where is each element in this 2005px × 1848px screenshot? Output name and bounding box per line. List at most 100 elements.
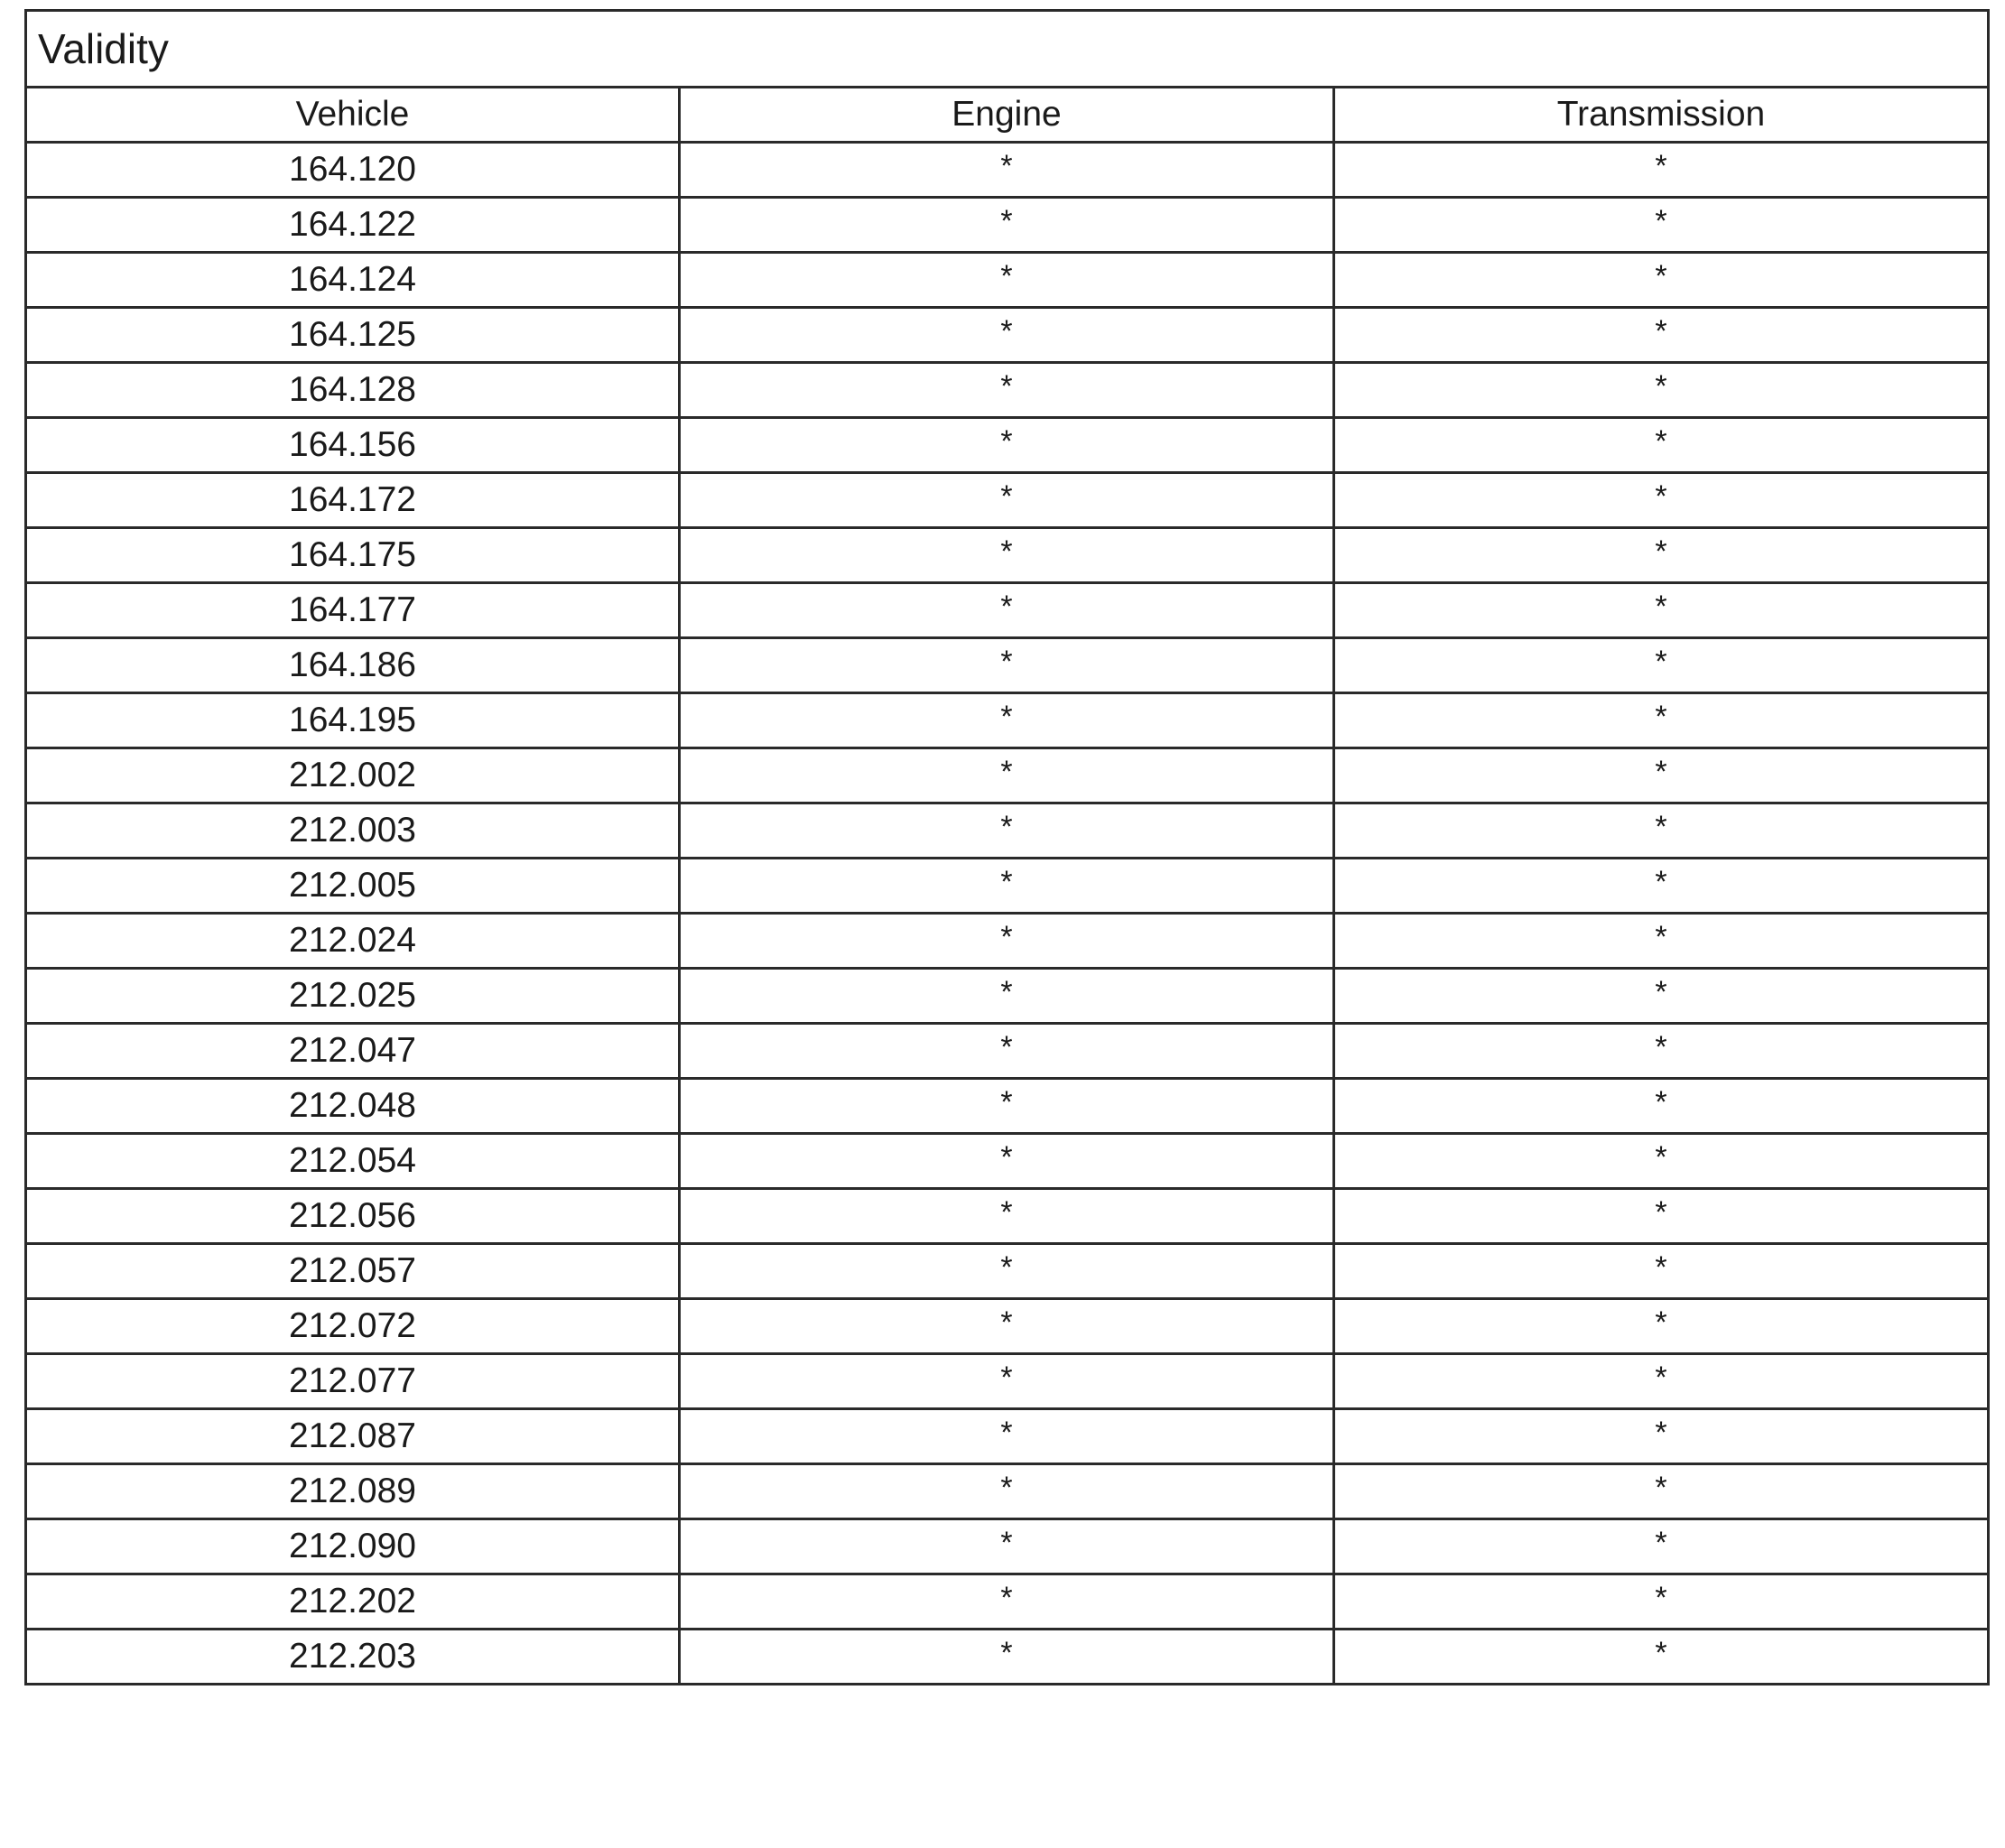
table-row: 164.175 * * [24, 526, 1991, 584]
engine-cell: * [678, 361, 1335, 419]
table-row: 164.125 * * [24, 306, 1991, 364]
engine-cell: * [678, 857, 1335, 915]
engine-cell: * [678, 306, 1335, 364]
table-row: 212.089 * * [24, 1463, 1991, 1520]
vehicle-cell: 164.128 [24, 361, 681, 419]
table-row: 164.156 * * [24, 416, 1991, 474]
table-row: 212.056 * * [24, 1187, 1991, 1245]
engine-cell: * [678, 1463, 1335, 1520]
table-row: 164.177 * * [24, 581, 1991, 639]
vehicle-cell: 212.202 [24, 1573, 681, 1630]
transmission-cell: * [1332, 1297, 1991, 1355]
engine-cell: * [678, 967, 1335, 1025]
table-title: Validity [23, 9, 1991, 88]
engine-cell: * [678, 1352, 1335, 1410]
vehicle-cell: 212.002 [24, 747, 681, 804]
table-row: 212.002 * * [24, 747, 1991, 804]
engine-cell: * [678, 196, 1335, 254]
table-row: 212.072 * * [24, 1297, 1991, 1355]
transmission-cell: * [1332, 526, 1991, 584]
validity-table: Validity Vehicle Engine Transmission 164… [23, 9, 1991, 1685]
engine-cell: * [678, 1187, 1335, 1245]
table-row: 212.025 * * [24, 967, 1991, 1025]
transmission-cell: * [1332, 692, 1991, 749]
table-row: 212.077 * * [24, 1352, 1991, 1410]
table-row: 164.186 * * [24, 636, 1991, 694]
transmission-cell: * [1332, 1132, 1991, 1190]
table-row: 212.057 * * [24, 1242, 1991, 1300]
transmission-cell: * [1332, 1022, 1991, 1080]
transmission-cell: * [1332, 416, 1991, 474]
table-row: 212.024 * * [24, 912, 1991, 970]
table-row: 164.124 * * [24, 251, 1991, 309]
vehicle-cell: 212.054 [24, 1132, 681, 1190]
vehicle-cell: 212.025 [24, 967, 681, 1025]
engine-cell: * [678, 1573, 1335, 1630]
engine-cell: * [678, 692, 1335, 749]
vehicle-cell: 164.156 [24, 416, 681, 474]
vehicle-cell: 164.124 [24, 251, 681, 309]
vehicle-cell: 212.048 [24, 1077, 681, 1135]
engine-cell: * [678, 251, 1335, 309]
header-row: Vehicle Engine Transmission [24, 86, 1991, 144]
vehicle-cell: 212.005 [24, 857, 681, 915]
engine-cell: * [678, 802, 1335, 859]
table-row: 212.090 * * [24, 1518, 1991, 1575]
engine-cell: * [678, 636, 1335, 694]
transmission-cell: * [1332, 306, 1991, 364]
transmission-cell: * [1332, 581, 1991, 639]
transmission-cell: * [1332, 967, 1991, 1025]
table-row: 212.047 * * [24, 1022, 1991, 1080]
vehicle-cell: 212.090 [24, 1518, 681, 1575]
vehicle-cell: 212.003 [24, 802, 681, 859]
table-row: 164.120 * * [24, 141, 1991, 199]
transmission-cell: * [1332, 1518, 1991, 1575]
engine-cell: * [678, 1077, 1335, 1135]
vehicle-cell: 164.120 [24, 141, 681, 199]
engine-cell: * [678, 471, 1335, 529]
transmission-cell: * [1332, 636, 1991, 694]
table-row: 164.128 * * [24, 361, 1991, 419]
table-row: 212.203 * * [24, 1628, 1991, 1685]
table-row: 212.005 * * [24, 857, 1991, 915]
vehicle-cell: 212.203 [24, 1628, 681, 1685]
vehicle-cell: 212.024 [24, 912, 681, 970]
transmission-cell: * [1332, 747, 1991, 804]
engine-cell: * [678, 1628, 1335, 1685]
engine-cell: * [678, 1022, 1335, 1080]
table-row: 212.054 * * [24, 1132, 1991, 1190]
vehicle-cell: 164.172 [24, 471, 681, 529]
vehicle-cell: 212.077 [24, 1352, 681, 1410]
transmission-cell: * [1332, 1077, 1991, 1135]
vehicle-cell: 212.087 [24, 1407, 681, 1465]
vehicle-cell: 164.177 [24, 581, 681, 639]
vehicle-cell: 212.056 [24, 1187, 681, 1245]
engine-cell: * [678, 1242, 1335, 1300]
table-row: 164.172 * * [24, 471, 1991, 529]
table-row: 212.048 * * [24, 1077, 1991, 1135]
vehicle-cell: 164.175 [24, 526, 681, 584]
table-row: 212.087 * * [24, 1407, 1991, 1465]
engine-cell: * [678, 141, 1335, 199]
vehicle-cell: 212.047 [24, 1022, 681, 1080]
table-row: 212.202 * * [24, 1573, 1991, 1630]
engine-cell: * [678, 1407, 1335, 1465]
transmission-cell: * [1332, 857, 1991, 915]
table-row: 212.003 * * [24, 802, 1991, 859]
transmission-cell: * [1332, 1187, 1991, 1245]
engine-cell: * [678, 526, 1335, 584]
vehicle-cell: 212.057 [24, 1242, 681, 1300]
table-row: 164.195 * * [24, 692, 1991, 749]
transmission-cell: * [1332, 1463, 1991, 1520]
transmission-cell: * [1332, 1407, 1991, 1465]
transmission-cell: * [1332, 141, 1991, 199]
engine-cell: * [678, 581, 1335, 639]
transmission-cell: * [1332, 912, 1991, 970]
engine-cell: * [678, 1518, 1335, 1575]
vehicle-cell: 164.186 [24, 636, 681, 694]
title-row: Validity [23, 9, 1991, 88]
transmission-cell: * [1332, 251, 1991, 309]
transmission-cell: * [1332, 361, 1991, 419]
vehicle-cell: 212.089 [24, 1463, 681, 1520]
transmission-cell: * [1332, 1242, 1991, 1300]
